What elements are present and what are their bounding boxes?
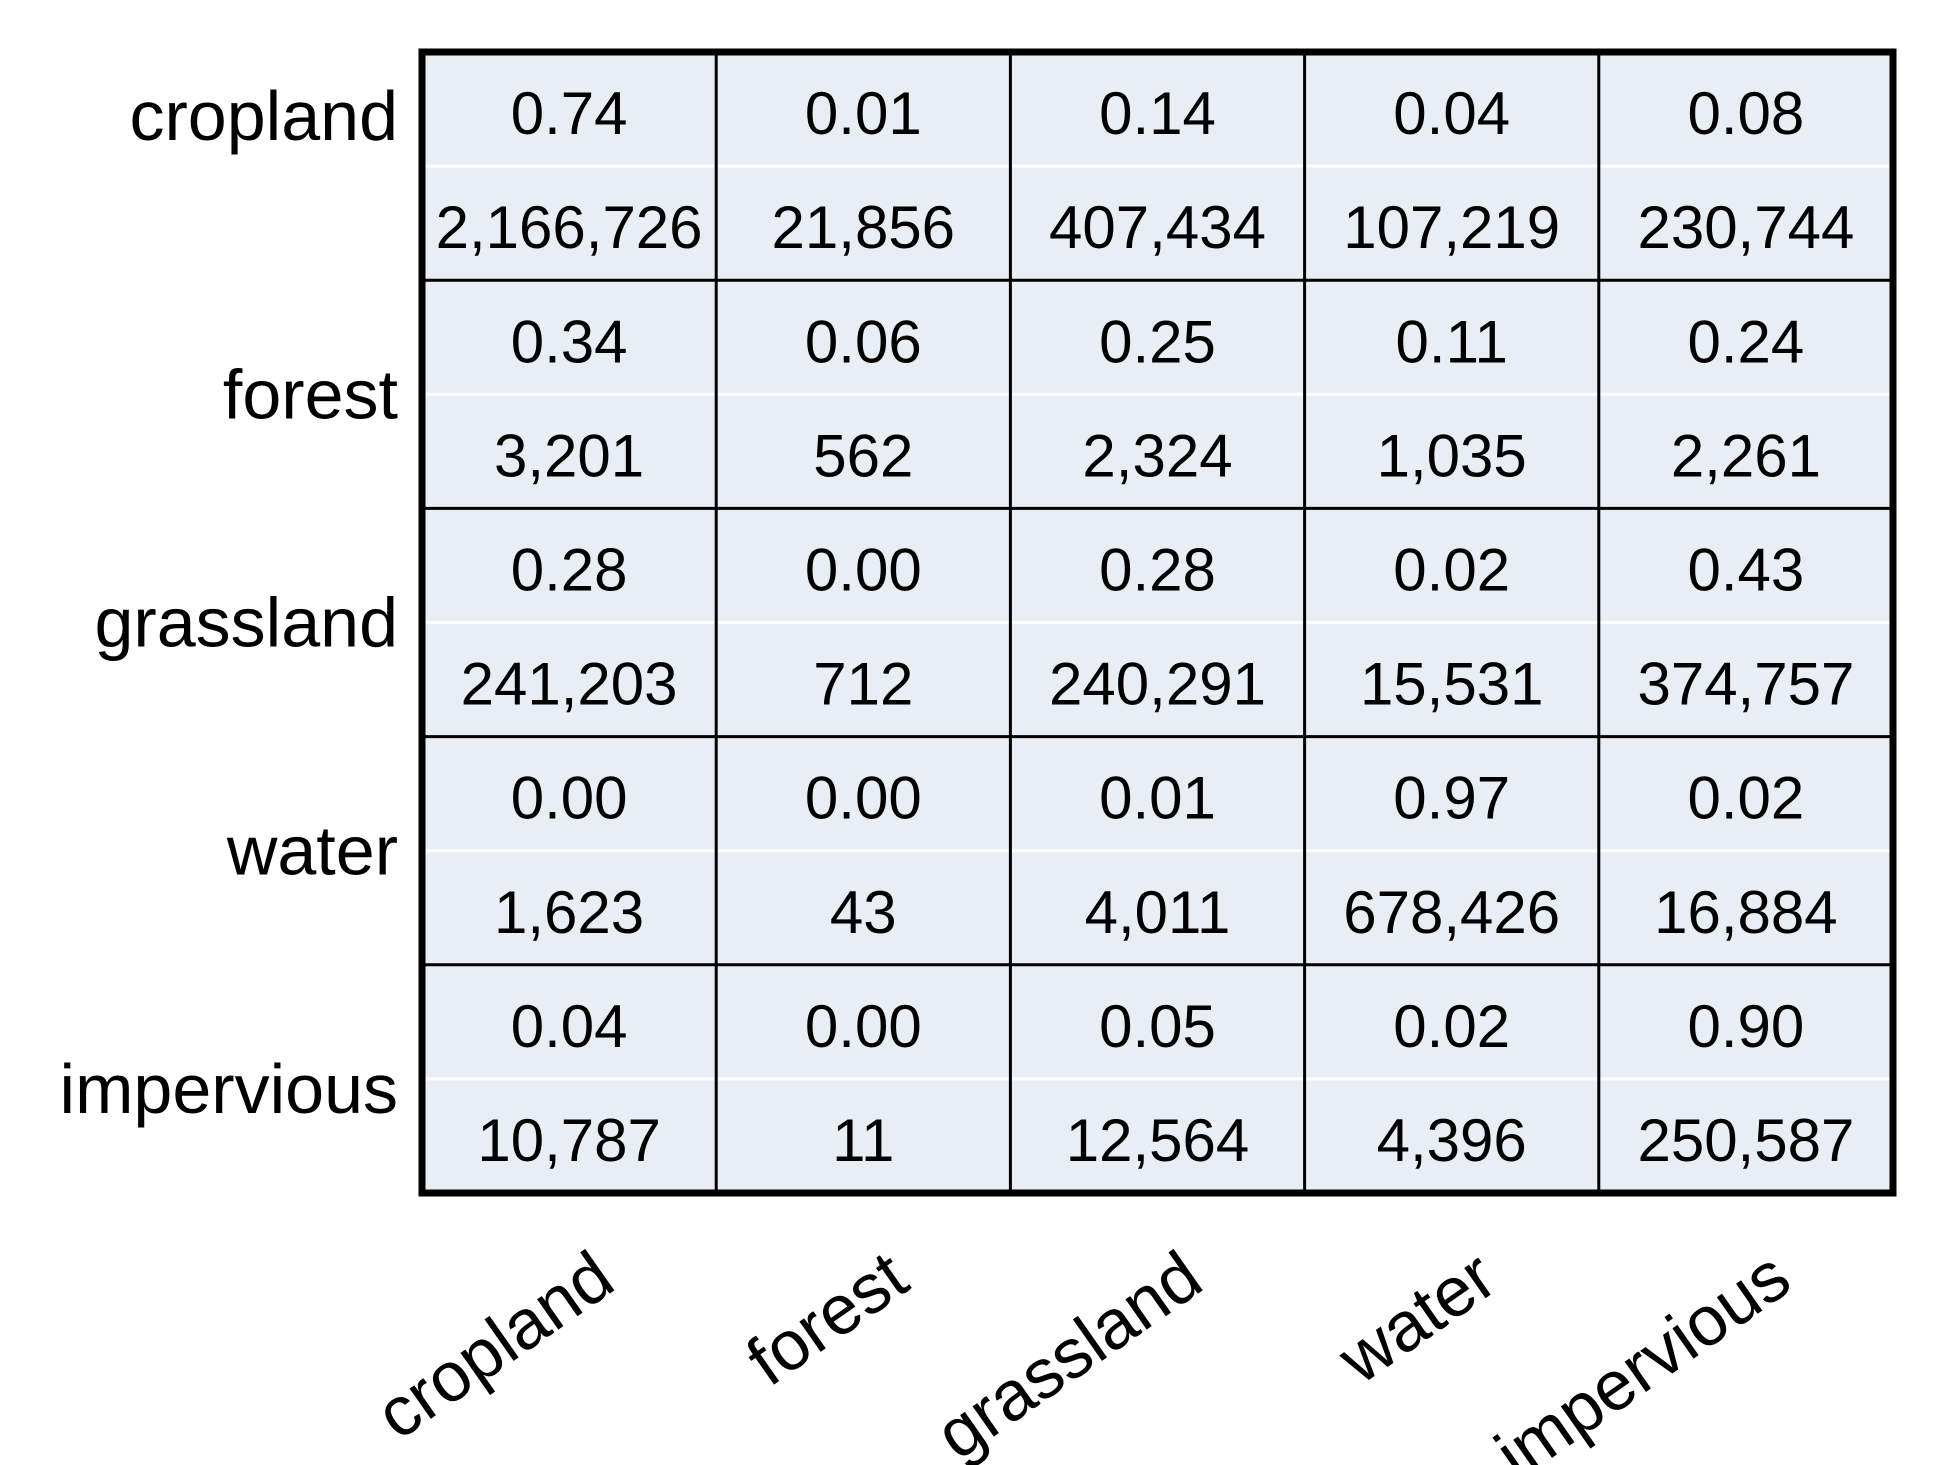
row-label-cropland: cropland	[129, 77, 398, 155]
cell-count: 12,564	[1066, 1107, 1250, 1174]
cell-proportion: 0.28	[511, 537, 628, 604]
cell-count: 15,531	[1360, 651, 1544, 718]
column-label-forest: forest	[733, 1236, 921, 1400]
cell-proportion: 0.00	[805, 993, 922, 1060]
cell-proportion: 0.74	[511, 80, 628, 147]
cell-count: 250,587	[1637, 1107, 1854, 1174]
cell-proportion: 0.04	[1393, 80, 1510, 147]
cell-proportion: 0.02	[1393, 993, 1510, 1060]
cell-count: 1,035	[1377, 422, 1527, 489]
cell-count: 2,324	[1082, 422, 1232, 489]
cell-proportion: 0.02	[1393, 537, 1510, 604]
cell-count: 712	[813, 651, 913, 718]
cell-proportion: 0.02	[1688, 765, 1805, 832]
cell-proportion: 0.11	[1396, 308, 1508, 375]
cell-count: 4,396	[1377, 1107, 1527, 1174]
cell-proportion: 0.34	[511, 308, 628, 375]
cell-proportion: 0.97	[1393, 765, 1510, 832]
cell-count: 240,291	[1049, 651, 1266, 718]
cell-proportion: 0.90	[1688, 993, 1805, 1060]
column-label-cropland: cropland	[362, 1236, 627, 1454]
cell-count: 230,744	[1637, 194, 1854, 261]
row-label-impervious: impervious	[60, 1050, 398, 1128]
cell-proportion: 0.08	[1688, 80, 1805, 147]
matrix-border	[418, 48, 1897, 1197]
cell-proportion: 0.24	[1688, 308, 1805, 375]
cell-count: 43	[830, 879, 897, 946]
cell-count: 3,201	[494, 422, 644, 489]
cell-proportion: 0.04	[511, 993, 628, 1060]
cell-count: 21,856	[772, 194, 956, 261]
cell-proportion: 0.05	[1099, 993, 1216, 1060]
cell-count: 407,434	[1049, 194, 1266, 261]
cell-count: 2,261	[1671, 422, 1821, 489]
cell-count: 10,787	[477, 1107, 661, 1174]
cell-count: 107,219	[1343, 194, 1560, 261]
cell-count: 1,623	[494, 879, 644, 946]
column-label-water: water	[1324, 1236, 1510, 1399]
cell-proportion: 0.01	[1099, 765, 1216, 832]
row-label-water: water	[226, 812, 398, 890]
column-label-impervious: impervious	[1482, 1236, 1804, 1465]
row-label-forest: forest	[223, 355, 398, 433]
cell-count: 562	[813, 422, 913, 489]
cell-count: 2,166,726	[436, 194, 703, 261]
cell-proportion: 0.06	[805, 308, 922, 375]
cell-proportion: 0.14	[1099, 80, 1216, 147]
column-label-grassland: grassland	[922, 1236, 1215, 1465]
cell-proportion: 0.28	[1099, 537, 1216, 604]
cell-proportion: 0.25	[1099, 308, 1216, 375]
cell-proportion: 0.01	[805, 80, 922, 147]
cell-count: 241,203	[461, 651, 678, 718]
cell-count: 678,426	[1343, 879, 1560, 946]
cell-count: 11	[832, 1107, 894, 1174]
cell-proportion: 0.00	[805, 765, 922, 832]
row-label-grassland: grassland	[94, 584, 398, 662]
cell-proportion: 0.43	[1688, 537, 1805, 604]
cell-count: 4,011	[1085, 879, 1231, 946]
cell-proportion: 0.00	[805, 537, 922, 604]
cell-proportion: 0.00	[511, 765, 628, 832]
cell-count: 374,757	[1637, 651, 1854, 718]
cell-count: 16,884	[1654, 879, 1838, 946]
